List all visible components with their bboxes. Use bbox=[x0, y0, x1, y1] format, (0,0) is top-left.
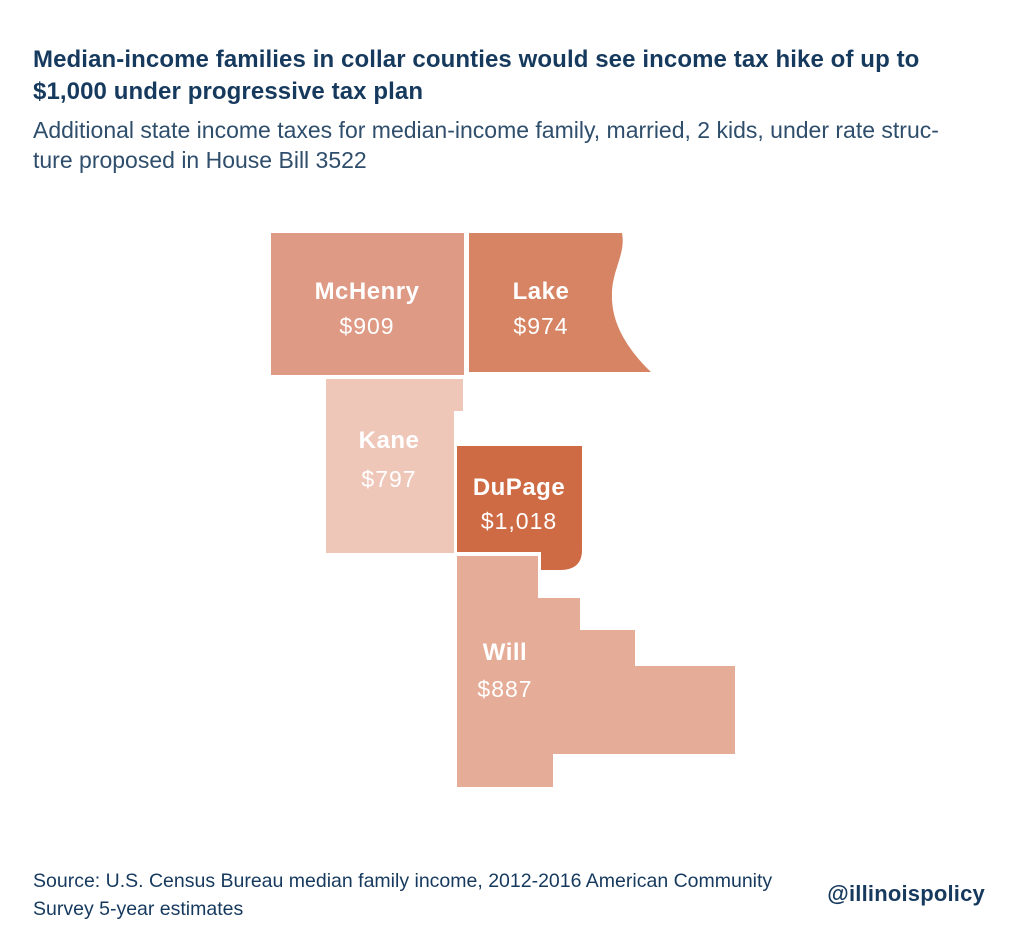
county-shape-will bbox=[457, 556, 735, 787]
title-line-1: Median-income families in collar countie… bbox=[33, 46, 920, 73]
county-lake: Lake $974 bbox=[469, 233, 651, 372]
county-shape-dupage bbox=[457, 446, 582, 570]
header: Median-income families in collar countie… bbox=[33, 44, 983, 175]
title-line-2: $1,000 under progressive tax plan bbox=[33, 78, 424, 105]
county-name-will: Will bbox=[483, 639, 527, 666]
county-mchenry: McHenry $909 bbox=[271, 233, 464, 375]
page-subtitle: Additional state income taxes for median… bbox=[33, 115, 983, 175]
brand-handle: @illinoispolicy bbox=[827, 881, 985, 906]
county-name-dupage: DuPage bbox=[473, 474, 565, 501]
county-value-dupage: $1,018 bbox=[481, 508, 557, 534]
subtitle-line-2: ture proposed in House Bill 3522 bbox=[33, 147, 367, 173]
page-title: Median-income families in collar countie… bbox=[33, 44, 983, 108]
county-will: Will $887 bbox=[457, 556, 735, 787]
county-shape-lake bbox=[469, 233, 651, 372]
county-value-kane: $797 bbox=[361, 466, 416, 492]
county-shape-kane bbox=[326, 379, 463, 553]
county-value-lake: $974 bbox=[513, 313, 568, 339]
county-name-lake: Lake bbox=[513, 278, 570, 305]
county-shape-mchenry bbox=[271, 233, 464, 375]
source-line-2: Survey 5-year estimates bbox=[33, 898, 244, 920]
source-note: Source: U.S. Census Bureau median family… bbox=[33, 867, 793, 923]
subtitle-line-1: Additional state income taxes for median… bbox=[33, 117, 939, 143]
county-name-mchenry: McHenry bbox=[315, 278, 420, 305]
county-name-kane: Kane bbox=[359, 427, 420, 454]
county-value-mchenry: $909 bbox=[339, 313, 394, 339]
county-kane: Kane $797 bbox=[326, 379, 463, 553]
county-dupage: DuPage $1,018 bbox=[457, 446, 582, 570]
county-value-will: $887 bbox=[477, 676, 532, 702]
source-line-1: Source: U.S. Census Bureau median family… bbox=[33, 870, 773, 892]
